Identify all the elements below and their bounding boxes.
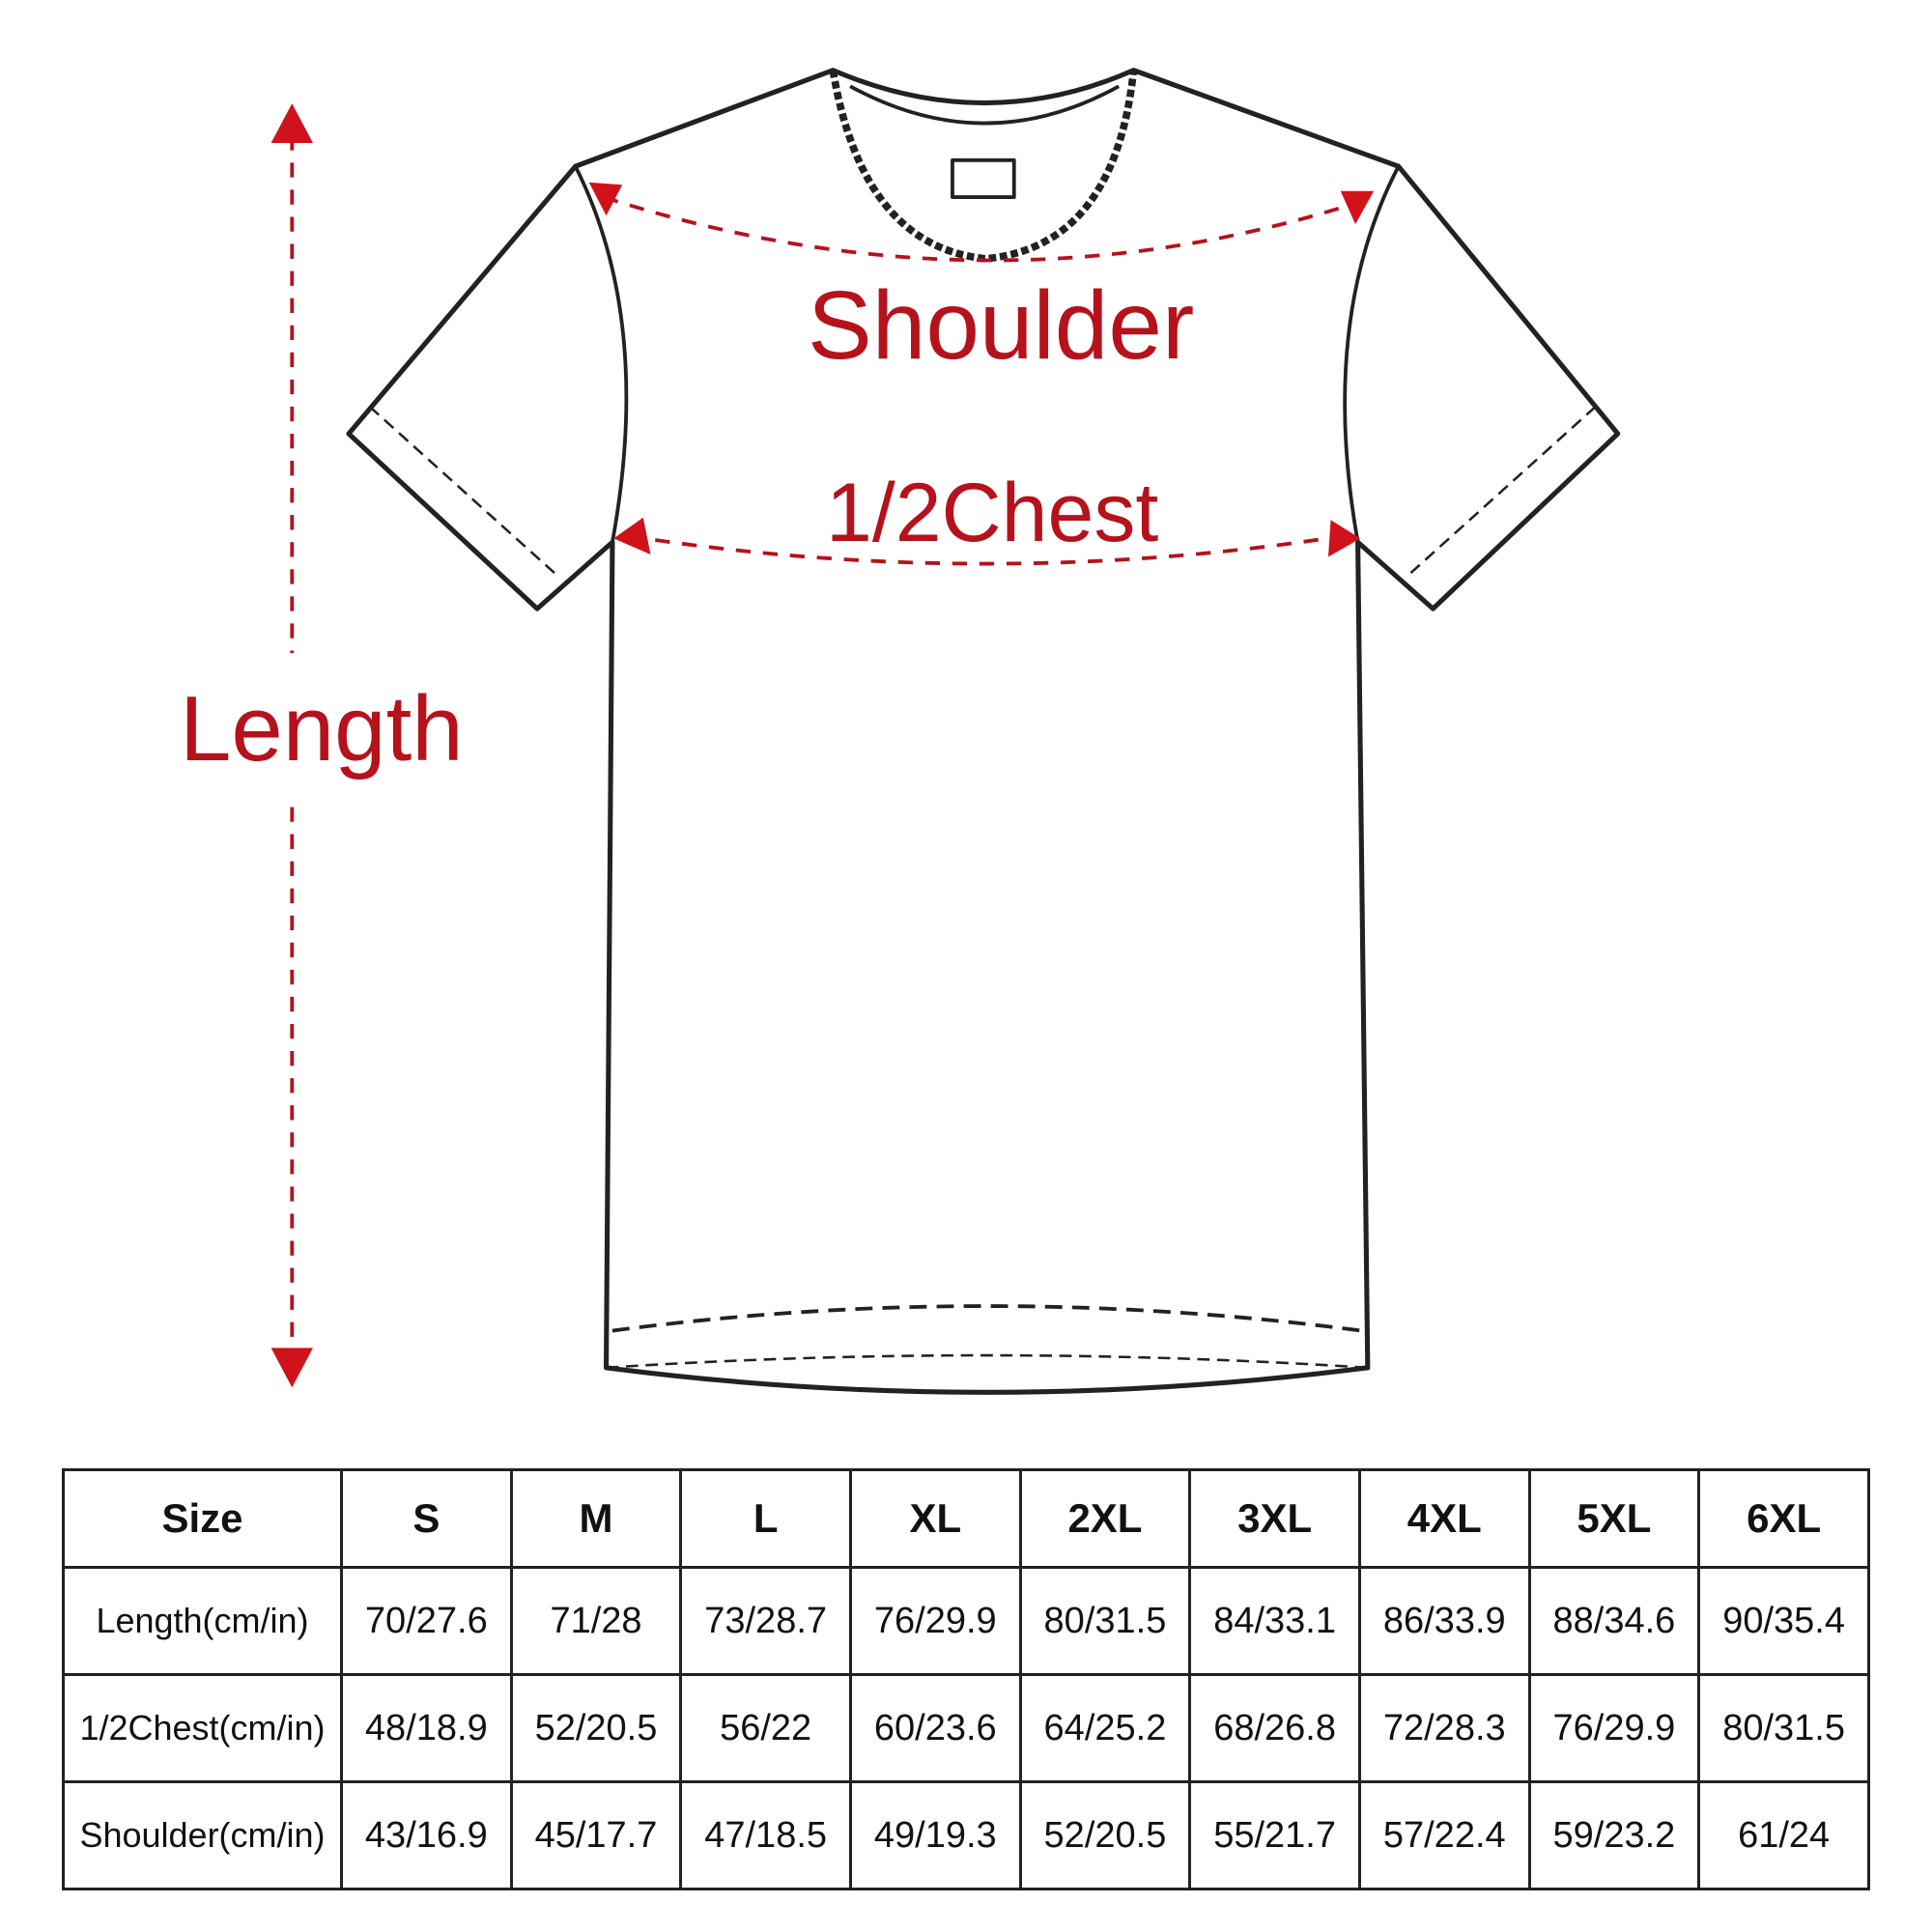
column-header: 2XL (1018, 1468, 1192, 1569)
table-cell: 47/18.5 (679, 1780, 852, 1890)
table-cell: 61/24 (1697, 1780, 1870, 1890)
left-armhole (573, 165, 629, 543)
table-cell: 76/29.9 (1527, 1673, 1701, 1783)
table-cell: 59/23.2 (1527, 1780, 1701, 1890)
column-header: M (509, 1468, 683, 1569)
table-cell: 72/28.3 (1357, 1673, 1531, 1783)
chest-label: 1/2Chest (826, 467, 1159, 559)
table-row: 1/2Chest(cm/in) 48/18.9 52/20.5 56/22 60/23.… (62, 1673, 1870, 1783)
tshirt-outline (346, 68, 1621, 1395)
column-header: L (679, 1468, 852, 1569)
table-cell: 49/19.3 (848, 1780, 1022, 1890)
table-cell: 48/18.9 (340, 1673, 513, 1783)
header-row: Size S M L XL 2XL 3XL 4XL 5XL 6XL (62, 1468, 1870, 1569)
column-header: XL (848, 1468, 1022, 1569)
table-cell: 76/29.9 (848, 1566, 1022, 1676)
table-cell: 55/21.7 (1188, 1780, 1361, 1890)
right-armhole (1343, 165, 1401, 543)
table-cell: 60/23.6 (848, 1673, 1022, 1783)
arrow-down-icon (270, 1348, 313, 1388)
column-header: S (340, 1468, 513, 1569)
table-cell: 52/20.5 (1018, 1780, 1192, 1890)
shoulder-label: Shoulder (808, 271, 1195, 380)
table-cell: 57/22.4 (1357, 1780, 1531, 1890)
hem-edge (606, 1353, 1368, 1370)
column-header: 3XL (1188, 1468, 1361, 1569)
row-label: Shoulder(cm/in) (62, 1780, 343, 1890)
chest-right-arrow-icon (1328, 520, 1361, 557)
table-cell: 88/34.6 (1527, 1566, 1701, 1676)
table-cell: 56/22 (679, 1673, 852, 1783)
table-cell: 52/20.5 (509, 1673, 683, 1783)
collar-inner (849, 84, 1121, 126)
table-cell: 68/26.8 (1188, 1673, 1361, 1783)
table-cell: 84/33.1 (1188, 1566, 1361, 1676)
shoulder-right-arrow-icon (1340, 190, 1375, 225)
table-cell: 90/35.4 (1697, 1566, 1870, 1676)
shoulder-measure-line (603, 195, 1356, 263)
column-header: 6XL (1697, 1468, 1870, 1569)
size-chart-table: Size S M L XL 2XL 3XL 4XL 5XL 6XL Length(cm/in) 70… (62, 1468, 1870, 1890)
column-header: Size (62, 1468, 343, 1569)
table-row: Shoulder(cm/in) 43/16.9 45/17.7 47/18.5 49/1… (62, 1780, 1870, 1890)
table-cell: 43/16.9 (340, 1780, 513, 1890)
table-cell: 71/28 (509, 1566, 683, 1676)
table-cell: 86/33.9 (1357, 1566, 1531, 1676)
column-header: 4XL (1357, 1468, 1531, 1569)
row-label: 1/2Chest(cm/in) (62, 1673, 343, 1783)
arrow-up-icon (270, 103, 313, 143)
table-cell: 80/31.5 (1697, 1673, 1870, 1783)
table-cell: 64/25.2 (1018, 1673, 1192, 1783)
table-cell: 45/17.7 (509, 1780, 683, 1890)
table-cell: 80/31.5 (1018, 1566, 1192, 1676)
collar (829, 70, 1138, 263)
chest-measure-line (628, 533, 1344, 566)
tshirt-illustration (270, 68, 1621, 1395)
left-sleeve-stitch (368, 405, 555, 575)
length-label: Length (180, 677, 464, 781)
neck-tag (951, 157, 1016, 199)
chest-left-arrow-icon (613, 517, 651, 554)
row-label: Length(cm/in) (62, 1566, 343, 1676)
right-sleeve-stitch (1409, 405, 1597, 575)
table-row: Length(cm/in) 70/27.6 71/28 73/28.7 76/29.9 8… (62, 1566, 1870, 1676)
column-header: 5XL (1527, 1468, 1701, 1569)
table-cell: 70/27.6 (340, 1566, 513, 1676)
table-cell: 73/28.7 (679, 1566, 852, 1676)
shoulder-left-arrow-icon (588, 182, 623, 216)
